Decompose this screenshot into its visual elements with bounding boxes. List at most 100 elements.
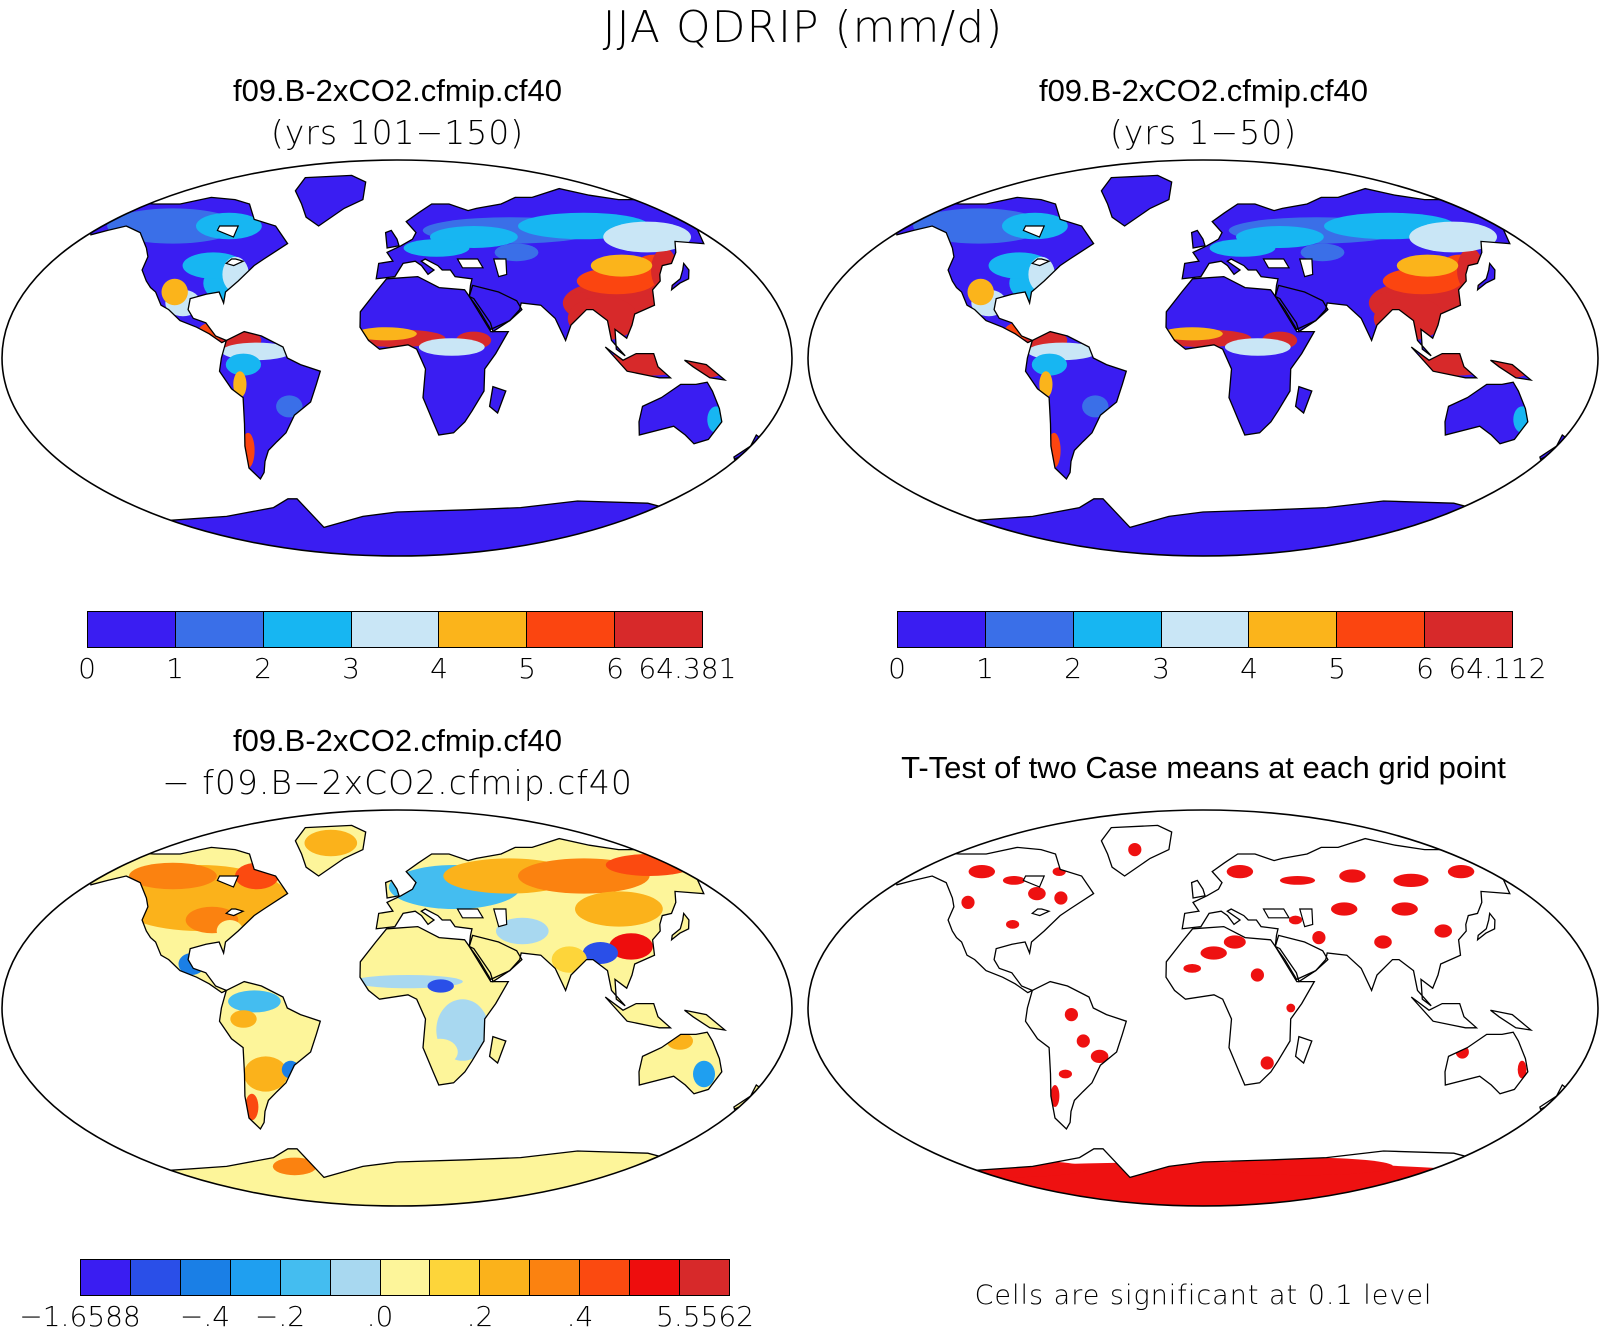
lake-outline bbox=[1262, 908, 1291, 919]
field-patch bbox=[255, 1023, 300, 1059]
field-patch bbox=[243, 1056, 288, 1092]
field-patch bbox=[1260, 1056, 1274, 1070]
coastline-japan bbox=[1476, 911, 1496, 942]
colorbar-swatch bbox=[530, 1260, 581, 1295]
lake-outline bbox=[224, 258, 245, 267]
land-indonesia bbox=[605, 997, 671, 1028]
colorbar-tick-label: −.4 bbox=[179, 1300, 231, 1333]
coastline-newGuinea bbox=[684, 1009, 728, 1031]
land-antarctica bbox=[79, 498, 715, 556]
land-madagascar bbox=[1295, 1036, 1312, 1063]
colorbar-tick-label: 5 bbox=[518, 652, 536, 685]
land-greenland bbox=[295, 175, 366, 226]
lake-outline bbox=[493, 258, 508, 278]
field-patch bbox=[1128, 843, 1142, 857]
field-patch bbox=[1482, 1025, 1492, 1035]
field-patch bbox=[1002, 876, 1025, 885]
field-patch bbox=[304, 829, 358, 857]
lake-outline bbox=[1262, 258, 1291, 269]
field-patch bbox=[418, 338, 485, 356]
colorbar-tick-label: −.2 bbox=[254, 1300, 306, 1333]
land-indonesia bbox=[1411, 997, 1477, 1028]
land-madagascar bbox=[489, 386, 506, 413]
coastline-eurasia bbox=[1181, 187, 1530, 357]
field-patch bbox=[1374, 935, 1392, 949]
coastline-britain bbox=[384, 879, 400, 899]
lake-outline bbox=[456, 258, 485, 269]
land-southAmerica bbox=[1025, 981, 1127, 1129]
field-patch bbox=[1339, 869, 1366, 883]
colorbar-swatch bbox=[330, 1260, 381, 1295]
coastline-africa bbox=[359, 275, 510, 436]
colorbar-swatch bbox=[263, 612, 352, 647]
land-arabia bbox=[1275, 935, 1328, 980]
field-patch bbox=[1224, 338, 1291, 356]
land-australia bbox=[639, 382, 722, 444]
field-patch bbox=[693, 1060, 715, 1088]
field-patch bbox=[496, 917, 549, 945]
coastline-indonesia bbox=[604, 346, 673, 379]
field-patch bbox=[1393, 873, 1429, 887]
colorbar-swatch bbox=[580, 1260, 631, 1295]
field-patch bbox=[422, 1038, 458, 1066]
coastline-britain bbox=[1190, 879, 1206, 899]
map-boundary bbox=[1, 159, 793, 557]
map-boundary bbox=[807, 809, 1599, 1207]
coastline-arabia bbox=[1274, 284, 1329, 331]
field-patch bbox=[603, 221, 691, 253]
coastline-arabia bbox=[1274, 934, 1329, 981]
field-patch bbox=[1279, 876, 1316, 885]
map-boundary bbox=[1, 809, 793, 1207]
field-patch bbox=[1223, 935, 1246, 949]
land-australia bbox=[1445, 1032, 1528, 1094]
coastline-newGuinea bbox=[684, 359, 728, 381]
colorbar-swatch bbox=[439, 612, 528, 647]
colorbar-tick-label: 64.381 bbox=[638, 652, 737, 685]
coastline-newGuinea bbox=[1490, 359, 1534, 381]
panel-3-colorbar bbox=[80, 1259, 730, 1296]
colorbar-swatch bbox=[680, 1260, 729, 1295]
coastline-greenland bbox=[294, 824, 367, 877]
land-newGuinea bbox=[684, 1010, 725, 1030]
field-patch bbox=[1050, 1085, 1060, 1107]
lake-outline bbox=[1299, 908, 1314, 928]
field-patch bbox=[276, 395, 303, 418]
coastline-northAmerica bbox=[894, 196, 1095, 344]
colorbar-tick-label: .4 bbox=[566, 1300, 594, 1333]
field-patch bbox=[651, 248, 678, 292]
colorbar-tick-label: .0 bbox=[366, 1300, 394, 1333]
field-patch bbox=[1183, 964, 1201, 973]
panel-3-colorbar-ticks: −1.6588 −.4 −.2 .0 .2 .4 5.5562 bbox=[19, 1300, 754, 1333]
land-newGuinea bbox=[1490, 1010, 1531, 1030]
field-patch bbox=[1082, 395, 1109, 418]
coastline-greenland bbox=[1100, 174, 1173, 227]
coastline-eurasia bbox=[375, 187, 724, 357]
field-patch bbox=[235, 862, 279, 890]
field-patch bbox=[1434, 924, 1452, 938]
colorbar-tick-label: 5 bbox=[1328, 652, 1346, 685]
panel-2-colorbar-ticks: 0 1 2 3 4 5 6 64.112 bbox=[888, 652, 1546, 688]
colorbar-swatch bbox=[380, 1260, 431, 1295]
field-patch bbox=[582, 942, 619, 964]
coastline-australia bbox=[1444, 1031, 1529, 1095]
panel-4-map bbox=[807, 809, 1599, 1207]
land-northAmerica bbox=[894, 847, 1094, 993]
colorbar-swatch bbox=[615, 612, 703, 647]
lake-outline bbox=[1022, 225, 1046, 238]
coastline-japan bbox=[670, 911, 690, 942]
field-patch bbox=[1447, 865, 1475, 879]
coastline-australia bbox=[638, 381, 723, 445]
field-patch bbox=[1391, 902, 1418, 916]
field-patch bbox=[1028, 887, 1046, 901]
field-patch bbox=[605, 854, 694, 876]
coastline-northAmerica bbox=[88, 196, 289, 344]
colorbar-swatch bbox=[480, 1260, 531, 1295]
colorbar-swatch bbox=[351, 612, 440, 647]
land-australia bbox=[1445, 382, 1528, 444]
lake-outline bbox=[216, 875, 240, 888]
field-patch bbox=[609, 933, 653, 960]
field-patch bbox=[427, 979, 454, 993]
field-patch bbox=[551, 946, 587, 973]
lake-outline bbox=[224, 908, 245, 917]
colorbar-swatch bbox=[175, 612, 264, 647]
